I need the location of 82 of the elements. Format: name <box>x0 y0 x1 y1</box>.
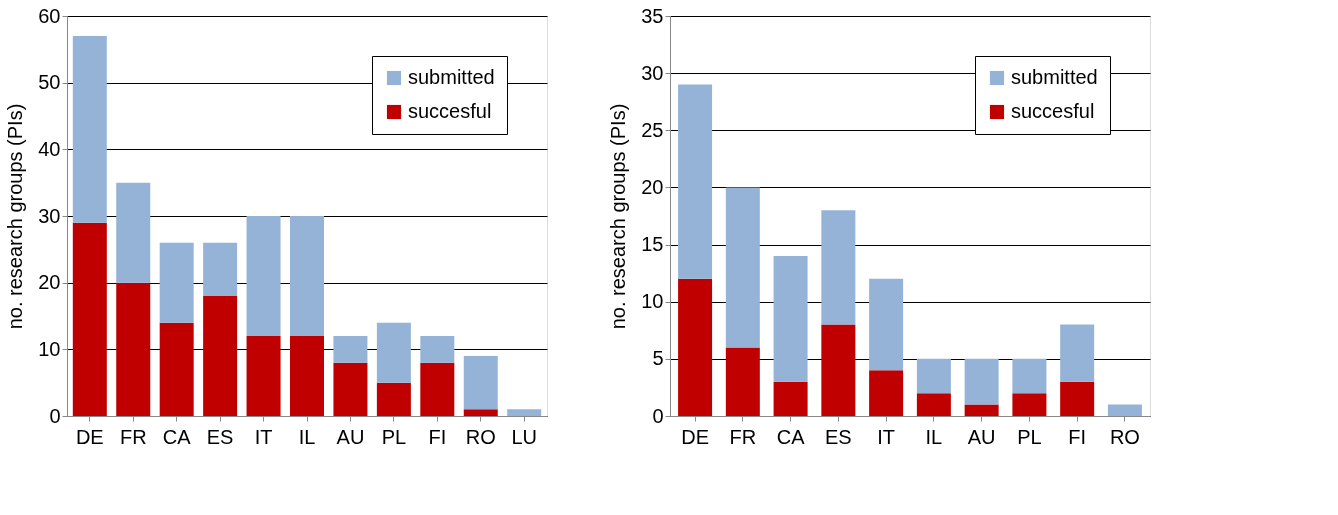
y-axis-title: no. research groups (PIs) <box>607 103 630 330</box>
x-tick-label: FI <box>1068 425 1087 448</box>
bar <box>964 358 999 405</box>
x-tick-label: DE <box>681 425 709 448</box>
bar <box>507 409 542 416</box>
y-tick-label: 15 <box>641 233 664 256</box>
x-tick-label: ES <box>825 425 852 448</box>
bar <box>246 336 281 416</box>
bar <box>725 187 760 348</box>
y-tick-label: 60 <box>38 4 61 27</box>
y-tick-label: 10 <box>38 337 61 360</box>
bar <box>246 216 281 336</box>
x-tick-label: CA <box>162 425 192 448</box>
bar <box>290 216 324 336</box>
x-tick-label: AU <box>967 425 996 448</box>
x-tick-label: DE <box>75 425 104 448</box>
bar <box>333 362 368 416</box>
bar <box>1107 404 1142 416</box>
bar <box>821 324 856 416</box>
bar <box>678 84 713 279</box>
bar <box>869 278 904 371</box>
legend-label: succesful <box>408 100 492 122</box>
bar <box>725 347 760 416</box>
bar <box>869 370 904 416</box>
bar <box>333 336 368 363</box>
legend-label: succesful <box>1011 100 1095 122</box>
y-tick-label: 20 <box>38 271 61 294</box>
y-tick-label: 35 <box>641 4 664 27</box>
legend-label: submitted <box>1011 66 1098 88</box>
bar <box>1060 324 1095 382</box>
bar <box>203 296 238 416</box>
bar <box>376 322 411 383</box>
x-tick-label: IT <box>877 425 896 448</box>
y-tick-label: 10 <box>641 290 664 313</box>
bar <box>1060 381 1095 416</box>
bar <box>964 404 999 416</box>
y-axis-title: no. research groups (PIs) <box>4 103 27 330</box>
bar <box>463 356 498 410</box>
bar <box>376 382 411 416</box>
y-tick-label: 30 <box>38 204 61 227</box>
bar <box>290 336 324 416</box>
y-tick-label: 40 <box>38 137 61 160</box>
bar <box>678 278 713 416</box>
bar <box>72 36 107 223</box>
bar <box>916 393 951 416</box>
bar <box>463 409 498 416</box>
x-tick-label: IT <box>254 425 273 448</box>
x-tick-label: CA <box>776 425 806 448</box>
bar <box>116 182 151 283</box>
bar <box>821 210 856 325</box>
y-tick-label: 0 <box>652 404 664 427</box>
x-tick-label: PL <box>1017 425 1042 448</box>
y-tick-label: 25 <box>641 118 664 141</box>
bar <box>1012 393 1047 416</box>
bar <box>773 256 808 382</box>
x-tick-label: AU <box>336 425 365 448</box>
bar <box>420 336 455 363</box>
bar <box>773 381 808 416</box>
x-tick-label: FR <box>729 425 757 448</box>
y-tick-label: 50 <box>38 71 61 94</box>
x-tick-label: FI <box>428 425 447 448</box>
x-tick-label: LU <box>511 425 537 448</box>
x-tick-label: IL <box>298 425 316 448</box>
x-tick-label: IL <box>925 425 943 448</box>
x-tick-label: ES <box>206 425 234 448</box>
x-tick-label: FR <box>119 425 147 448</box>
bar <box>159 242 194 323</box>
y-tick-label: 0 <box>49 404 61 427</box>
bar <box>1012 358 1047 394</box>
bar <box>420 362 455 416</box>
bar <box>203 242 238 296</box>
bar <box>159 322 194 416</box>
y-tick-label: 5 <box>652 347 664 370</box>
bar <box>72 222 107 416</box>
bar <box>916 358 951 394</box>
bar <box>116 282 151 416</box>
y-tick-label: 20 <box>641 175 664 198</box>
y-tick-label: 30 <box>641 61 664 84</box>
x-tick-label: PL <box>381 425 407 448</box>
x-tick-label: RO <box>1109 425 1140 448</box>
legend-label: submitted <box>408 66 495 88</box>
x-tick-label: RO <box>465 425 496 448</box>
